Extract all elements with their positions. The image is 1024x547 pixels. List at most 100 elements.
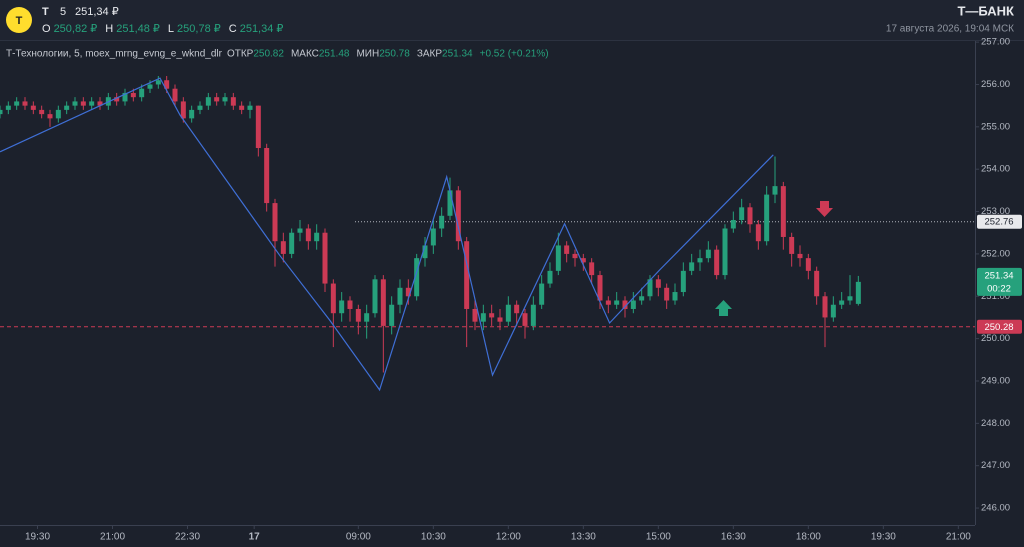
logo-letter: T: [16, 15, 23, 27]
candle-body: [172, 88, 178, 102]
candle-body: [89, 101, 95, 106]
last-price-tag: [977, 267, 1022, 296]
candle-body: [805, 258, 811, 271]
countdown: 00:22: [987, 283, 1011, 294]
candle-body: [380, 279, 386, 326]
candle-body: [822, 296, 828, 318]
candle-body: [622, 300, 628, 309]
candle-body: [372, 279, 378, 314]
legend-value: 251.34: [442, 49, 473, 60]
candle-body: [780, 186, 786, 237]
candle-body: [672, 292, 678, 301]
candle-body: [772, 186, 778, 195]
sell-signal: [816, 201, 833, 217]
candle-body: [764, 194, 770, 242]
legend-change: +0.52 (+0.21%): [480, 49, 549, 60]
x-tick-label: 19:30: [871, 532, 896, 543]
candle-body: [389, 304, 395, 326]
candle-body: [47, 114, 53, 119]
candle-body: [580, 258, 586, 263]
candle-body: [147, 84, 153, 89]
candle-body: [530, 304, 536, 326]
candle-body: [414, 258, 420, 297]
candle-body: [180, 101, 186, 119]
candle-body: [680, 270, 686, 293]
candle-body: [839, 300, 845, 305]
price-tag: [977, 319, 1022, 334]
plot: [0, 76, 975, 392]
candle-body: [814, 270, 820, 297]
candle-body: [255, 105, 261, 149]
y-tick-label: 255.00: [981, 121, 1010, 132]
candle-body: [347, 300, 353, 309]
candle-body: [472, 308, 478, 322]
candle-body: [505, 304, 511, 322]
candle-body: [789, 236, 795, 254]
brand: Т—БАНК: [957, 3, 1014, 18]
candle-body: [239, 105, 245, 110]
x-tick-label: 19:30: [25, 532, 50, 543]
candle-body: [830, 304, 836, 318]
candle-body: [489, 313, 495, 318]
candle-body: [605, 300, 611, 305]
logo[interactable]: [6, 7, 32, 33]
ohlc-value: 251,48 ₽: [116, 23, 160, 35]
candle-body: [630, 300, 636, 309]
candle-body: [30, 105, 36, 110]
candle-body: [139, 88, 145, 98]
candle-body: [330, 283, 336, 314]
candle-body: [572, 253, 578, 259]
candle-body: [539, 283, 545, 305]
legend-label: МАКС: [291, 49, 319, 60]
legend-name: Т-Технологии, 5, moex_mrng_evng_e_wknd_d…: [6, 49, 223, 60]
candle-body: [364, 313, 370, 322]
candle-body: [655, 279, 661, 288]
candle-body: [855, 281, 861, 304]
x-tick-label: 15:00: [646, 532, 671, 543]
legend-value: 250.78: [379, 49, 410, 60]
datetime: 17 августа 2026, 19:04 МСК: [886, 24, 1014, 35]
candle-body: [747, 207, 753, 225]
legend: Т-Технологии, 5, moex_mrng_evng_e_wknd_d…: [6, 49, 549, 60]
candle-body: [230, 97, 236, 106]
candle-body: [430, 228, 436, 246]
ticker: T: [42, 6, 49, 18]
candle-body: [755, 224, 761, 242]
candle-body: [214, 97, 220, 102]
x-tick-label: 22:30: [175, 532, 200, 543]
candle-body: [14, 101, 20, 106]
candle-body: [72, 101, 78, 106]
x-tick-label: 09:00: [346, 532, 371, 543]
zigzag-line: [0, 77, 774, 392]
y-tick-label: 252.00: [981, 248, 1010, 259]
candle-body: [422, 245, 428, 259]
candle-body: [405, 287, 411, 297]
x-tick-label: 13:30: [571, 532, 596, 543]
candle-body: [397, 287, 403, 305]
x-tick-label: 21:00: [946, 532, 971, 543]
y-tick-label: 249.00: [981, 375, 1010, 386]
candle-body: [739, 207, 745, 221]
x-tick-label: 17: [249, 532, 261, 543]
candle-body: [205, 97, 211, 106]
ohlc-value: 250,82 ₽: [54, 23, 98, 35]
candle-body: [5, 105, 11, 110]
y-tick-label: 254.00: [981, 164, 1010, 175]
candle-body: [272, 203, 278, 242]
candle-body: [480, 313, 486, 322]
candle-body: [722, 228, 728, 276]
candle-body: [647, 279, 653, 297]
interval: 5: [60, 6, 66, 18]
legend-label: ЗАКР: [417, 49, 443, 60]
candle-body: [497, 317, 503, 322]
candle-body: [714, 249, 720, 276]
candle-body: [164, 80, 170, 89]
axes: 246.00 247.00 248.00 249.00 250.00 251.00 252.…: [25, 37, 1022, 543]
candle-body: [122, 92, 128, 102]
candle-body: [130, 92, 136, 98]
last-price-label: 251.34: [984, 270, 1013, 281]
header-bar: [0, 0, 1024, 40]
candle-body: [547, 270, 553, 284]
candle-body: [455, 190, 461, 242]
